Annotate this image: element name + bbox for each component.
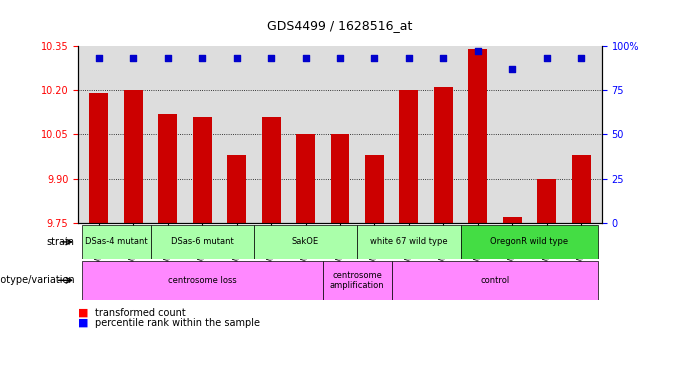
- Bar: [254, 225, 357, 259]
- Bar: [89, 93, 108, 223]
- Text: genotype/variation: genotype/variation: [0, 275, 75, 285]
- Bar: [158, 114, 177, 223]
- Point: [438, 55, 449, 61]
- Bar: [503, 217, 522, 223]
- Bar: [399, 90, 418, 223]
- Bar: [150, 225, 254, 259]
- Text: white 67 wild type: white 67 wild type: [370, 237, 447, 247]
- Point: [128, 55, 139, 61]
- Bar: [365, 155, 384, 223]
- Text: DSas-4 mutant: DSas-4 mutant: [85, 237, 148, 247]
- Text: centrosome loss: centrosome loss: [168, 276, 237, 285]
- Text: percentile rank within the sample: percentile rank within the sample: [95, 318, 260, 328]
- Bar: [124, 90, 143, 223]
- Bar: [434, 87, 453, 223]
- Text: ■: ■: [78, 318, 88, 328]
- Bar: [460, 225, 598, 259]
- Bar: [296, 134, 315, 223]
- Text: strain: strain: [47, 237, 75, 247]
- Point: [163, 55, 173, 61]
- Bar: [82, 261, 323, 300]
- Text: transformed count: transformed count: [95, 308, 186, 318]
- Bar: [192, 117, 211, 223]
- Text: DSas-6 mutant: DSas-6 mutant: [171, 237, 234, 247]
- Bar: [537, 179, 556, 223]
- Text: OregonR wild type: OregonR wild type: [490, 237, 568, 247]
- Text: control: control: [480, 276, 509, 285]
- Point: [266, 55, 277, 61]
- Point: [507, 66, 517, 72]
- Point: [541, 55, 552, 61]
- Point: [197, 55, 207, 61]
- Point: [231, 55, 242, 61]
- Text: GDS4499 / 1628516_at: GDS4499 / 1628516_at: [267, 19, 413, 32]
- Bar: [323, 261, 392, 300]
- Bar: [330, 134, 350, 223]
- Point: [473, 48, 483, 55]
- Text: SakOE: SakOE: [292, 237, 319, 247]
- Bar: [392, 261, 598, 300]
- Point: [335, 55, 345, 61]
- Point: [369, 55, 380, 61]
- Point: [576, 55, 587, 61]
- Bar: [262, 117, 281, 223]
- Bar: [572, 155, 591, 223]
- Text: centrosome
amplification: centrosome amplification: [330, 271, 384, 290]
- Text: ■: ■: [78, 308, 88, 318]
- Point: [300, 55, 311, 61]
- Bar: [82, 225, 150, 259]
- Bar: [357, 225, 460, 259]
- Bar: [227, 155, 246, 223]
- Bar: [469, 49, 488, 223]
- Point: [93, 55, 104, 61]
- Point: [403, 55, 414, 61]
